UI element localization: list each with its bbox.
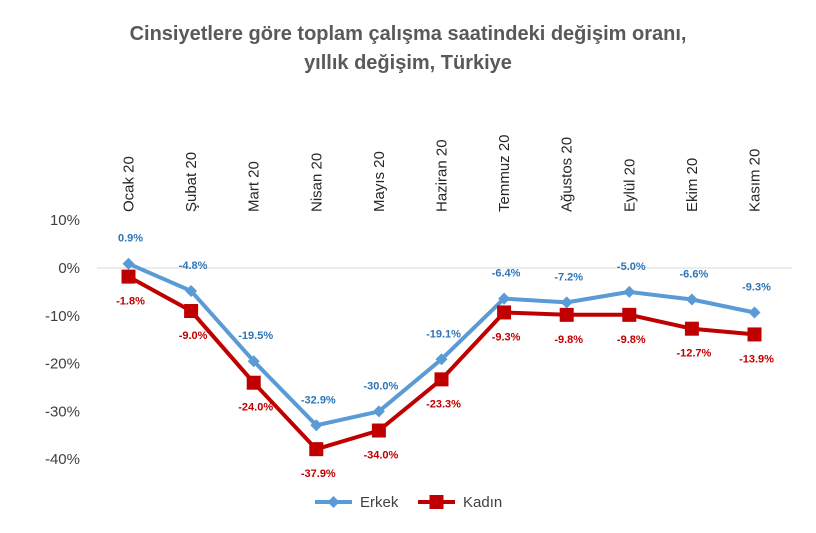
data-point-kadin bbox=[622, 307, 637, 322]
data-label-erkek: -19.5% bbox=[238, 330, 273, 342]
data-point-erkek bbox=[685, 293, 698, 306]
data-label-erkek: 0.9% bbox=[118, 233, 143, 245]
category-label: Temmuz 20 bbox=[496, 134, 513, 212]
category-label: Mayıs 20 bbox=[371, 151, 388, 212]
data-point-erkek bbox=[122, 257, 135, 270]
chart-title: Cinsiyetlere göre toplam çalışma saatind… bbox=[0, 20, 816, 78]
y-tick-label: -40% bbox=[45, 451, 80, 468]
category-label: Ağustos 20 bbox=[559, 137, 576, 212]
data-point-erkek bbox=[498, 292, 511, 305]
data-point-kadin bbox=[371, 423, 386, 438]
y-tick-label: 0% bbox=[58, 260, 80, 277]
data-point-kadin bbox=[309, 442, 324, 457]
data-point-erkek bbox=[435, 353, 448, 366]
y-tick-label: 10% bbox=[50, 212, 80, 229]
category-label: Şubat 20 bbox=[183, 152, 200, 212]
legend-marker-erkek bbox=[327, 496, 340, 508]
data-point-kadin bbox=[246, 375, 261, 390]
data-label-erkek: -6.4% bbox=[492, 268, 521, 280]
legend-label-erkek: Erkek bbox=[360, 494, 399, 511]
data-label-kadin: -12.7% bbox=[676, 348, 711, 360]
data-point-kadin bbox=[121, 269, 136, 284]
data-label-kadin: -9.8% bbox=[617, 334, 646, 346]
y-tick-label: -30% bbox=[45, 403, 80, 420]
y-tick-label: -20% bbox=[45, 356, 80, 373]
data-label-erkek: -32.9% bbox=[301, 394, 336, 406]
data-label-erkek: -4.8% bbox=[179, 260, 208, 272]
data-label-erkek: -19.1% bbox=[426, 328, 461, 340]
data-point-erkek bbox=[623, 285, 636, 298]
data-label-erkek: -7.2% bbox=[554, 271, 583, 283]
category-label: Ocak 20 bbox=[121, 156, 138, 212]
data-point-kadin bbox=[184, 304, 199, 319]
data-point-erkek bbox=[748, 306, 761, 319]
data-point-erkek bbox=[372, 405, 385, 418]
data-point-erkek bbox=[185, 284, 198, 297]
data-point-erkek bbox=[310, 419, 323, 432]
data-point-kadin bbox=[497, 305, 512, 320]
data-label-erkek: -30.0% bbox=[363, 380, 398, 392]
category-label: Eylül 20 bbox=[621, 159, 638, 212]
chart-title-line-1: Cinsiyetlere göre toplam çalışma saatind… bbox=[129, 23, 687, 45]
data-label-kadin: -34.0% bbox=[363, 450, 398, 462]
legend-marker-kadin bbox=[429, 495, 444, 509]
data-label-erkek: -6.6% bbox=[680, 269, 709, 281]
y-tick-label: -10% bbox=[45, 308, 80, 325]
data-point-erkek bbox=[247, 355, 260, 368]
data-label-erkek: -9.3% bbox=[742, 281, 771, 293]
data-label-kadin: -13.9% bbox=[739, 353, 774, 365]
legend-label-kadin: Kadın bbox=[463, 494, 502, 511]
data-point-kadin bbox=[684, 321, 699, 336]
data-label-erkek: -5.0% bbox=[617, 261, 646, 273]
data-label-kadin: -9.8% bbox=[554, 334, 583, 346]
data-label-kadin: -1.8% bbox=[116, 296, 145, 308]
chart-title-line-2: yıllık değişim, Türkiye bbox=[304, 52, 512, 74]
data-point-kadin bbox=[747, 327, 762, 342]
data-point-kadin bbox=[559, 307, 574, 322]
category-label: Mart 20 bbox=[246, 161, 263, 212]
category-label: Nisan 20 bbox=[308, 153, 325, 212]
data-label-kadin: -9.3% bbox=[492, 331, 521, 343]
data-point-erkek bbox=[560, 296, 573, 309]
data-label-kadin: -23.3% bbox=[426, 398, 461, 410]
data-label-kadin: -9.0% bbox=[179, 330, 208, 342]
category-label: Haziran 20 bbox=[434, 139, 451, 212]
data-point-kadin bbox=[434, 372, 449, 387]
data-label-kadin: -24.0% bbox=[238, 402, 273, 414]
category-label: Kasım 20 bbox=[747, 149, 764, 212]
category-label: Ekim 20 bbox=[684, 158, 701, 212]
data-label-kadin: -37.9% bbox=[301, 468, 336, 480]
